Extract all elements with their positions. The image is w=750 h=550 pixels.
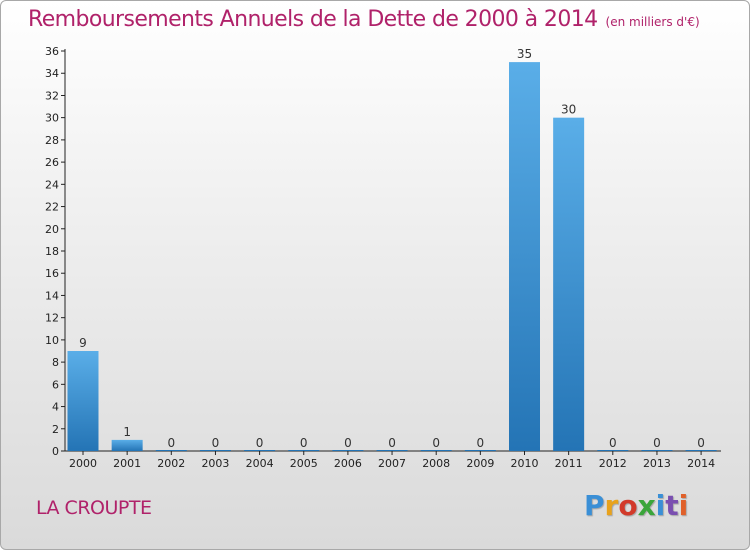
bar-2011	[553, 117, 585, 452]
x-tick-label-2013: 2013	[643, 457, 671, 470]
y-tick-label: 34	[45, 67, 59, 80]
y-tick-label: 10	[45, 334, 59, 347]
x-tick-label-2010: 2010	[511, 457, 539, 470]
data-label-2005: 0	[300, 436, 308, 450]
data-label-2006: 0	[344, 436, 352, 450]
y-tick-label: 0	[52, 445, 59, 458]
bar-2010	[509, 62, 540, 451]
y-tick-label: 12	[45, 312, 59, 325]
y-tick-label: 8	[52, 356, 59, 369]
city-name: LA CROUPTE	[36, 497, 152, 519]
data-label-2010: 35	[517, 47, 532, 61]
data-label-2008: 0	[432, 436, 440, 450]
y-tick-label: 18	[45, 245, 59, 258]
x-tick-label-2004: 2004	[246, 457, 274, 470]
y-tick-label: 28	[45, 134, 59, 147]
x-tick-label-2007: 2007	[378, 457, 406, 470]
y-tick-label: 32	[45, 89, 59, 102]
y-tick-label: 4	[52, 401, 59, 414]
x-tick-label-2014: 2014	[687, 457, 715, 470]
data-label-2007: 0	[388, 436, 396, 450]
x-tick-label-2011: 2011	[555, 457, 583, 470]
y-tick-label: 24	[45, 178, 59, 191]
logo-letter: i	[678, 489, 689, 522]
proxiti-logo: Proxiti	[584, 489, 688, 522]
data-label-2004: 0	[256, 436, 264, 450]
y-tick-label: 2	[52, 423, 59, 436]
chart-unit-label: (en milliers d'€)	[605, 15, 700, 29]
data-label-2000: 9	[79, 336, 87, 350]
x-tick-label-2009: 2009	[466, 457, 494, 470]
data-label-2003: 0	[212, 436, 220, 450]
x-tick-label-2006: 2006	[334, 457, 362, 470]
x-tick-label-2005: 2005	[290, 457, 318, 470]
chart-title-text: Remboursements Annuels de la Dette de 20…	[28, 7, 598, 32]
y-tick-label: 36	[45, 45, 59, 58]
chart-title: Remboursements Annuels de la Dette de 20…	[28, 7, 700, 32]
y-tick-label: 20	[45, 223, 59, 236]
data-label-2002: 0	[167, 436, 175, 450]
logo-letter: o	[618, 489, 638, 522]
y-tick-label: 22	[45, 201, 59, 214]
x-tick-label-2001: 2001	[113, 457, 141, 470]
y-tick-label: 6	[52, 378, 59, 391]
y-tick-label: 26	[45, 156, 59, 169]
data-label-2012: 0	[609, 436, 617, 450]
x-tick-label-2000: 2000	[69, 457, 97, 470]
data-label-2001: 1	[123, 425, 131, 439]
data-label-2013: 0	[653, 436, 661, 450]
x-tick-label-2012: 2012	[599, 457, 627, 470]
logo-letter: r	[604, 489, 619, 522]
y-tick-label: 30	[45, 112, 59, 125]
logo-letter: t	[665, 489, 679, 522]
logo-letter: i	[655, 489, 666, 522]
x-tick-label-2003: 2003	[201, 457, 229, 470]
logo-letter: P	[584, 489, 605, 522]
x-tick-label-2002: 2002	[157, 457, 185, 470]
x-tick-label-2008: 2008	[422, 457, 450, 470]
logo-letter: x	[637, 489, 656, 522]
bar-2001	[111, 439, 143, 451]
data-label-2011: 30	[561, 103, 576, 117]
y-tick-label: 16	[45, 267, 59, 280]
bar-2000	[67, 351, 99, 451]
y-tick-label: 14	[45, 289, 59, 302]
data-label-2009: 0	[477, 436, 485, 450]
data-label-2014: 0	[697, 436, 705, 450]
